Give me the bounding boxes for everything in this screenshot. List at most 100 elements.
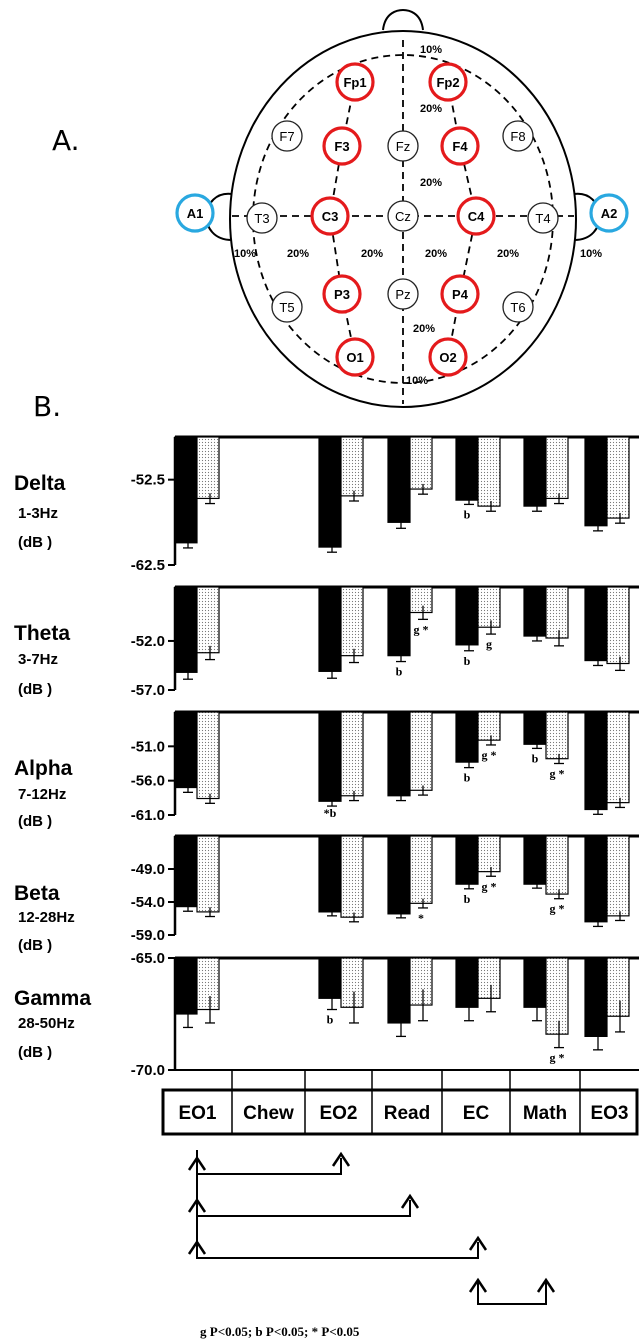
comparison-eo1-read <box>187 1150 420 1217</box>
band-unit: (dB ) <box>18 534 52 551</box>
percent-label: 20% <box>497 248 519 260</box>
band-unit: (dB ) <box>18 681 52 698</box>
electrode-marker <box>322 126 362 166</box>
bar-math-pre <box>523 586 547 637</box>
electrode-o1: O1 <box>335 337 375 377</box>
bar-read-pre <box>387 586 411 657</box>
electrode-p4: P4 <box>440 274 480 314</box>
electrode-label: F3 <box>334 139 349 154</box>
electrode-label: F8 <box>510 129 525 144</box>
significance-mark: g * <box>482 879 497 893</box>
bar-eo1-post <box>196 436 220 500</box>
condition-label-math: Math <box>523 1103 567 1124</box>
condition-label-read: Read <box>384 1103 430 1124</box>
bar-eo2-pre <box>318 436 342 548</box>
bar-read-post <box>409 957 433 1006</box>
electrode-c4: C4 <box>456 196 496 236</box>
arrow-head <box>331 1151 351 1167</box>
y-tick-label: -57.0 <box>131 682 165 699</box>
electrode-label: A2 <box>601 206 618 221</box>
bar-math-pre <box>523 711 547 745</box>
band-frequency: 7-12Hz <box>18 786 66 803</box>
bar-ec-pre <box>455 436 479 501</box>
bar-eo3-post <box>606 436 630 519</box>
head-nose <box>382 8 424 31</box>
significance-mark: b <box>532 751 539 765</box>
y-tick-label: -51.0 <box>131 738 165 755</box>
electrode-label: O2 <box>439 350 456 365</box>
bar-ec-pre <box>455 957 479 1008</box>
bar-read-post <box>409 586 433 614</box>
y-tick-label: -56.0 <box>131 773 165 790</box>
y-tick-label: -52.0 <box>131 633 165 650</box>
significance-mark: *b <box>324 806 337 820</box>
band-name: Delta <box>14 472 66 495</box>
electrode-f3: F3 <box>322 126 362 166</box>
electrode-fp2: Fp2 <box>428 62 468 102</box>
condition-label-chew: Chew <box>243 1103 294 1124</box>
bar-math-post <box>545 957 569 1035</box>
percent-label: 10% <box>580 248 602 260</box>
bar-eo2-post <box>340 957 364 1008</box>
electrode-t6: T6 <box>502 291 534 323</box>
bar-eo1-pre <box>174 957 198 1015</box>
bar-read-post <box>409 835 433 904</box>
band-name: Alpha <box>14 757 73 780</box>
bar-read-pre <box>387 436 411 523</box>
electrode-marker <box>310 196 350 236</box>
bar-math-post <box>545 436 569 500</box>
band-name: Beta <box>14 882 60 905</box>
percent-label: 20% <box>425 248 447 260</box>
significance-mark: g * <box>482 748 497 762</box>
electrode-fz: Fz <box>387 130 419 162</box>
electrode-label: A1 <box>187 206 204 221</box>
bar-eo3-pre <box>584 957 608 1038</box>
bar-eo2-pre <box>318 586 342 672</box>
chart-beta: Beta 12-28Hz (dB ) -49.0 -54.0 -59.0 * b g * g * <box>14 834 639 954</box>
electrode-marker <box>428 62 468 102</box>
bar-read-post <box>409 711 433 791</box>
bar-eo1-post <box>196 711 220 800</box>
significance-mark: b <box>464 507 471 521</box>
significance-mark: b <box>464 771 471 785</box>
y-tick-label: -59.0 <box>131 927 165 944</box>
eeg-head-diagram: F7 F8 Fz Cz Pz T3 T4 T5 T6 Fp1 Fp2 F3 F4 C3 C4 P3 P4 O1 O2… <box>175 8 629 408</box>
electrode-f8: F8 <box>502 120 534 152</box>
y-tick-label: -62.5 <box>131 557 165 574</box>
bar-eo1-pre <box>174 835 198 908</box>
electrode-label: F4 <box>452 139 468 154</box>
bar-ec-pre <box>455 711 479 763</box>
bar-eo3-pre <box>584 711 608 811</box>
bar-eo1-post <box>196 957 220 1011</box>
bar-math-post <box>545 835 569 895</box>
electrode-fp1: Fp1 <box>335 62 375 102</box>
bar-eo1-pre <box>174 711 198 789</box>
band-unit: (dB ) <box>18 1044 52 1061</box>
comparison-eo1-eo2 <box>187 1150 351 1175</box>
bar-eo1-post <box>196 586 220 654</box>
electrode-label: O1 <box>346 350 363 365</box>
condition-label-eo3: EO3 <box>590 1103 628 1124</box>
electrode-o2: O2 <box>428 337 468 377</box>
bar-eo3-pre <box>584 835 608 923</box>
electrode-marker <box>387 130 419 162</box>
bar-eo3-post <box>606 835 630 917</box>
electrode-pz: Pz <box>387 278 419 310</box>
significance-mark: g <box>486 637 492 651</box>
band-name: Theta <box>14 622 70 645</box>
percent-label: 10% <box>420 44 442 56</box>
band-unit: (dB ) <box>18 813 52 830</box>
bar-ec-post <box>477 957 501 999</box>
bar-eo2-pre <box>318 835 342 913</box>
chart-gamma: Gamma 28-50Hz (dB ) -65.0 -70.0 b g * <box>14 950 639 1079</box>
percent-label: 20% <box>420 103 442 115</box>
significance-mark: b <box>464 654 471 668</box>
y-tick-label: -54.0 <box>131 894 165 911</box>
significance-mark: b <box>464 892 471 906</box>
electrode-marker <box>387 200 419 232</box>
bar-read-pre <box>387 835 411 915</box>
chart-theta: Theta 3-7Hz (dB ) -52.0 -57.0 b g * b g <box>14 585 639 699</box>
condition-box <box>161 1088 639 1136</box>
electrode-label: C4 <box>468 209 485 224</box>
